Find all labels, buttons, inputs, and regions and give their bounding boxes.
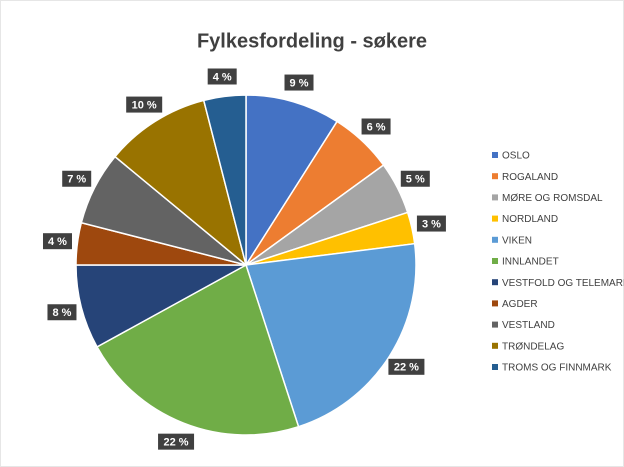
legend-swatch [492,152,498,158]
value-label-box [207,68,237,85]
value-label-box [416,215,446,232]
value-label-box [284,74,314,91]
value-label: 22 % [394,362,419,374]
legend-label: NORDLAND [502,214,558,225]
chart-title: Fylkesfordeling - søkere [197,30,427,52]
value-label-box [400,170,430,187]
legend-label: TROMS OG FINNMARK [502,363,612,374]
value-label: 5 % [406,174,425,186]
value-label: 6 % [367,121,386,133]
pie-slice [202,94,247,266]
value-label: 8 % [52,307,71,319]
value-label-box [42,233,72,250]
legend-swatch [492,364,498,370]
value-label-box [361,118,391,135]
value-label-box [62,170,92,187]
legend-label: TRØNDELAG [502,341,564,352]
legend-swatch [492,236,498,243]
legend-label: VESTLAND [502,320,555,331]
legend-swatch [492,300,498,307]
pie-slice [113,99,248,268]
legend-swatch [492,215,498,222]
value-label: 22 % [164,437,189,449]
legend-label: VESTFOLD OG TELEMARK [502,278,624,289]
pie-slice [245,94,339,268]
legend-swatch [492,342,498,349]
legend-label: MØRE OG ROMSDAL [502,193,603,204]
legend-swatch [492,258,498,264]
value-label: 7 % [67,174,86,186]
pie-slice [96,263,300,436]
legend-swatch [492,194,498,201]
pie-slice [245,242,417,428]
value-label: 4 % [213,71,232,83]
legend-label: VIKEN [502,235,532,246]
legend-label: AGDER [502,299,538,310]
value-label: 3 % [422,218,441,230]
legend-label: OSLO [502,151,530,162]
legend-label: INNLANDET [502,257,559,268]
legend-swatch [492,321,498,328]
value-label: 10 % [132,99,157,111]
value-label-box [158,433,195,450]
legend-swatch [492,279,498,286]
value-label: 4 % [48,236,67,248]
value-label-box [47,304,77,321]
legend-label: ROGALAND [502,172,558,183]
value-label-box [388,358,425,375]
value-label: 9 % [290,77,309,89]
legend-swatch [492,173,498,180]
value-label-box [126,96,163,113]
